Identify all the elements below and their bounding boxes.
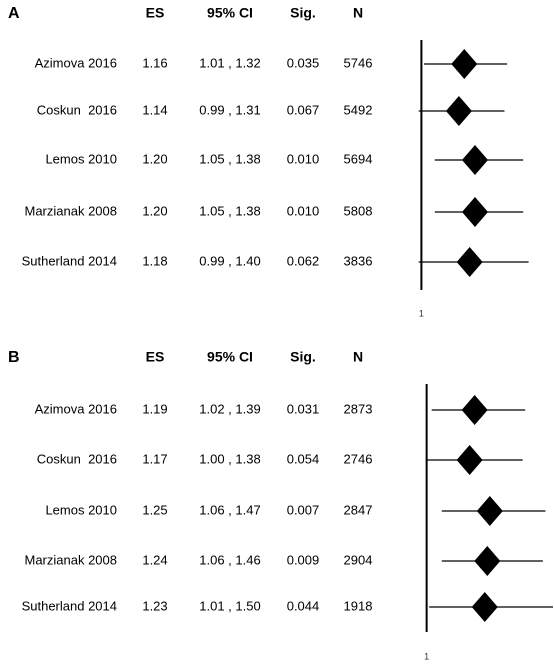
es-value: 1.17 xyxy=(142,451,167,466)
n-value: 2904 xyxy=(344,552,373,567)
column-header: 95% CI xyxy=(207,349,253,365)
es-value: 1.23 xyxy=(142,598,167,613)
column-header: ES xyxy=(146,349,165,365)
n-value: 2847 xyxy=(344,502,373,517)
column-header: ES xyxy=(146,5,165,21)
sig-value: 0.007 xyxy=(287,502,320,517)
es-value: 1.18 xyxy=(142,253,167,268)
ci-value: 0.99 , 1.31 xyxy=(199,102,260,117)
es-diamond xyxy=(456,247,483,277)
es-value: 1.19 xyxy=(142,401,167,416)
study-label: Coskun 2016 xyxy=(37,102,117,117)
ci-value: 1.05 , 1.38 xyxy=(199,151,260,166)
sig-value: 0.010 xyxy=(287,203,320,218)
study-label: Marzianak 2008 xyxy=(25,552,118,567)
n-value: 1918 xyxy=(344,598,373,613)
x-tick-label: 1 xyxy=(419,308,424,318)
study-label: Coskun 2016 xyxy=(37,451,117,466)
es-diamond xyxy=(445,96,472,126)
study-label: Lemos 2010 xyxy=(45,502,117,517)
column-header: N xyxy=(353,349,363,365)
sig-value: 0.044 xyxy=(287,598,320,613)
es-diamond xyxy=(456,445,483,475)
x-tick-label: 1 xyxy=(424,651,429,661)
n-value: 5492 xyxy=(344,102,373,117)
panel-label: B xyxy=(8,349,20,366)
sig-value: 0.062 xyxy=(287,253,320,268)
n-value: 5694 xyxy=(344,151,373,166)
sig-value: 0.009 xyxy=(287,552,320,567)
study-label: Marzianak 2008 xyxy=(25,203,118,218)
es-diamond xyxy=(471,592,498,622)
es-value: 1.16 xyxy=(142,55,167,70)
sig-value: 0.067 xyxy=(287,102,320,117)
es-value: 1.24 xyxy=(142,552,167,567)
sig-value: 0.010 xyxy=(287,151,320,166)
es-diamond xyxy=(462,145,488,175)
es-diamond xyxy=(474,546,501,576)
ci-value: 1.01 , 1.50 xyxy=(199,598,260,613)
es-diamond xyxy=(476,496,503,526)
es-value: 1.14 xyxy=(142,102,167,117)
sig-value: 0.035 xyxy=(287,55,320,70)
es-diamond xyxy=(451,49,478,79)
n-value: 2873 xyxy=(344,401,373,416)
n-value: 5746 xyxy=(344,55,373,70)
column-header: Sig. xyxy=(290,349,316,365)
ci-value: 1.06 , 1.46 xyxy=(199,552,260,567)
es-diamond xyxy=(462,197,488,227)
column-header: N xyxy=(353,5,363,21)
sig-value: 0.031 xyxy=(287,401,320,416)
n-value: 5808 xyxy=(344,203,373,218)
n-value: 3836 xyxy=(344,253,373,268)
study-label: Azimova 2016 xyxy=(35,401,117,416)
ci-value: 0.99 , 1.40 xyxy=(199,253,260,268)
ci-value: 1.02 , 1.39 xyxy=(199,401,260,416)
ci-value: 1.05 , 1.38 xyxy=(199,203,260,218)
study-label: Sutherland 2014 xyxy=(22,253,117,268)
ci-value: 1.06 , 1.47 xyxy=(199,502,260,517)
es-value: 1.20 xyxy=(142,203,167,218)
es-diamond xyxy=(461,395,488,425)
column-header: Sig. xyxy=(290,5,316,21)
study-label: Lemos 2010 xyxy=(45,151,117,166)
sig-value: 0.054 xyxy=(287,451,320,466)
es-value: 1.25 xyxy=(142,502,167,517)
panel-label: A xyxy=(8,5,20,22)
es-value: 1.20 xyxy=(142,151,167,166)
column-header: 95% CI xyxy=(207,5,253,21)
n-value: 2746 xyxy=(344,451,373,466)
study-label: Sutherland 2014 xyxy=(22,598,117,613)
ci-value: 1.00 , 1.38 xyxy=(199,451,260,466)
study-label: Azimova 2016 xyxy=(35,55,117,70)
ci-value: 1.01 , 1.32 xyxy=(199,55,260,70)
